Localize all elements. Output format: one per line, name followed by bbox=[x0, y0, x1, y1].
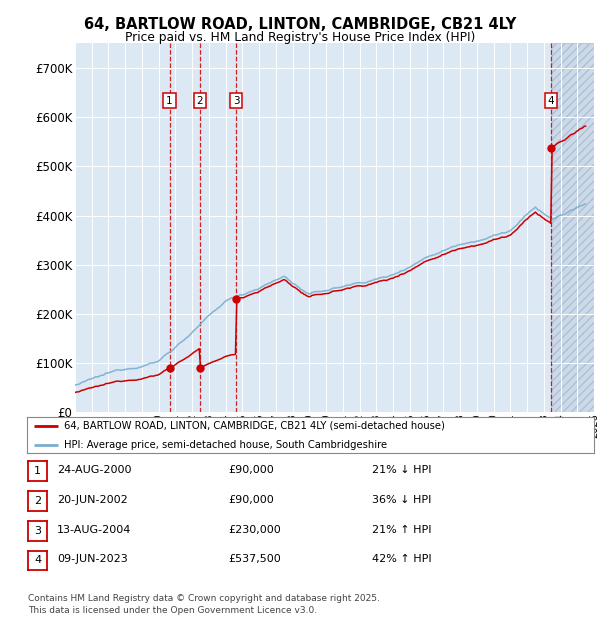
Text: 2: 2 bbox=[34, 496, 41, 506]
Text: Price paid vs. HM Land Registry's House Price Index (HPI): Price paid vs. HM Land Registry's House … bbox=[125, 31, 475, 44]
Text: 1: 1 bbox=[34, 466, 41, 476]
Text: £537,500: £537,500 bbox=[228, 554, 281, 564]
Text: 24-AUG-2000: 24-AUG-2000 bbox=[57, 465, 131, 475]
Text: 64, BARTLOW ROAD, LINTON, CAMBRIDGE, CB21 4LY: 64, BARTLOW ROAD, LINTON, CAMBRIDGE, CB2… bbox=[84, 17, 516, 32]
Text: £90,000: £90,000 bbox=[228, 465, 274, 475]
Text: 2: 2 bbox=[197, 95, 203, 105]
Text: 21% ↓ HPI: 21% ↓ HPI bbox=[372, 465, 431, 475]
Text: 13-AUG-2004: 13-AUG-2004 bbox=[57, 525, 131, 534]
Text: 21% ↑ HPI: 21% ↑ HPI bbox=[372, 525, 431, 534]
Text: 20-JUN-2002: 20-JUN-2002 bbox=[57, 495, 128, 505]
Text: 09-JUN-2023: 09-JUN-2023 bbox=[57, 554, 128, 564]
Text: 64, BARTLOW ROAD, LINTON, CAMBRIDGE, CB21 4LY (semi-detached house): 64, BARTLOW ROAD, LINTON, CAMBRIDGE, CB2… bbox=[64, 420, 445, 431]
Text: HPI: Average price, semi-detached house, South Cambridgeshire: HPI: Average price, semi-detached house,… bbox=[64, 440, 387, 450]
Text: 3: 3 bbox=[34, 526, 41, 536]
Text: 3: 3 bbox=[233, 95, 239, 105]
Text: £230,000: £230,000 bbox=[228, 525, 281, 534]
Text: 4: 4 bbox=[34, 556, 41, 565]
Bar bbox=[551, 43, 600, 412]
Text: 4: 4 bbox=[548, 95, 554, 105]
Text: Contains HM Land Registry data © Crown copyright and database right 2025.
This d: Contains HM Land Registry data © Crown c… bbox=[28, 594, 380, 615]
Text: 36% ↓ HPI: 36% ↓ HPI bbox=[372, 495, 431, 505]
Text: 1: 1 bbox=[166, 95, 173, 105]
Text: 42% ↑ HPI: 42% ↑ HPI bbox=[372, 554, 431, 564]
Text: £90,000: £90,000 bbox=[228, 495, 274, 505]
